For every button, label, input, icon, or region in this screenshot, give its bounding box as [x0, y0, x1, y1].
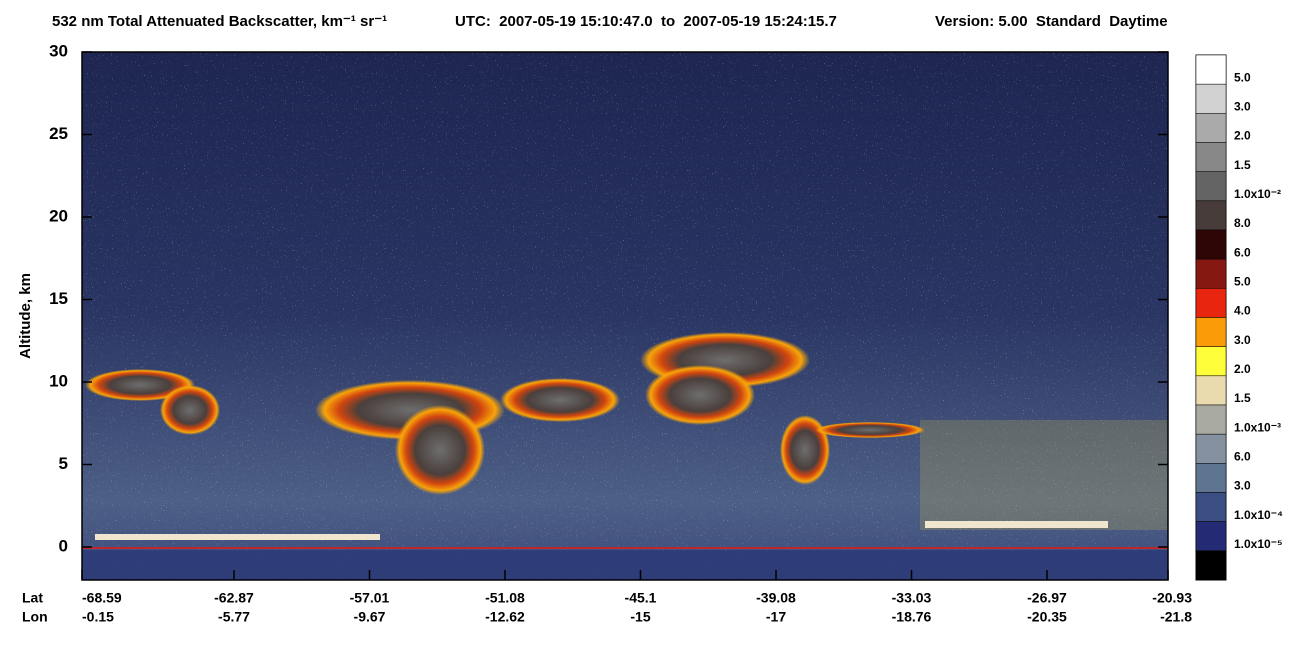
cloud [395, 405, 485, 495]
cloud [645, 365, 755, 425]
colorbar-swatch [1195, 492, 1227, 522]
chart-title: 532 nm Total Attenuated Backscatter, km⁻… [52, 13, 387, 30]
cloud [500, 378, 620, 422]
version: Version: 5.00 Standard Daytime [935, 13, 1168, 30]
colorbar-label: 3.0 [1234, 100, 1251, 114]
colorbar-label: 8.0 [1234, 216, 1251, 230]
colorbar-swatch [1195, 317, 1227, 347]
colorbar-label: 1.0x10⁻² [1234, 187, 1281, 201]
low-cloud [925, 521, 1108, 528]
colorbar-label: 1.0x10⁻⁵ [1234, 537, 1283, 551]
colorbar-swatch [1195, 258, 1227, 289]
lat-label: -68.59 [82, 590, 122, 606]
colorbar-label: 4.0 [1234, 304, 1251, 318]
colorbar-swatch [1195, 200, 1227, 231]
lat-label: -62.87 [214, 590, 254, 606]
colorbar-swatch [1195, 288, 1227, 318]
cloud [160, 385, 220, 435]
colorbar-swatch [1195, 433, 1227, 464]
y-tick-label: 30 [49, 41, 68, 60]
plot-area [81, 51, 1169, 581]
lon-label: -12.62 [485, 609, 525, 625]
cloud [780, 415, 830, 485]
colorbar-swatch [1195, 404, 1227, 435]
lon-label: -15 [630, 609, 650, 625]
y-tick-label: 0 [59, 536, 68, 555]
colorbar-label: 3.0 [1234, 333, 1251, 347]
y-tick-label: 15 [49, 289, 68, 308]
colorbar-swatch [1195, 229, 1227, 260]
colorbar-label: 6.0 [1234, 245, 1251, 259]
subsurface [82, 550, 1168, 580]
lat-label: -20.93 [1152, 590, 1192, 606]
lon-label: -21.8 [1160, 609, 1192, 625]
y-tick-label: 25 [49, 124, 68, 143]
colorbar-label: 1.0x10⁻³ [1234, 420, 1281, 434]
low-cloud [95, 534, 380, 540]
plot-frame [81, 51, 1169, 581]
colorbar-label: 3.0 [1234, 479, 1251, 493]
aerosol [920, 420, 1168, 530]
colorbar-label: 2.0 [1234, 362, 1251, 376]
lat-label: -57.01 [350, 590, 390, 606]
colorbar-label: 1.5 [1234, 391, 1251, 405]
lat-label: -45.1 [625, 590, 657, 606]
colorbar-swatch [1195, 113, 1227, 143]
x-row-label: Lon [22, 609, 48, 625]
colorbar-swatch [1195, 171, 1227, 202]
colorbar-label: 1.5 [1234, 158, 1251, 172]
colorbar-label: 2.0 [1234, 129, 1251, 143]
y-tick-label: 10 [49, 371, 68, 390]
colorbar-swatch [1195, 346, 1227, 377]
cloud [85, 369, 195, 401]
colorbar-label: 5.0 [1234, 275, 1251, 289]
lat-label: -26.97 [1027, 590, 1067, 606]
time-range: UTC: 2007-05-19 15:10:47.0 to 2007-05-19… [455, 13, 837, 30]
colorbar-label: 1.0x10⁻⁴ [1234, 508, 1283, 522]
colorbar-swatch [1195, 83, 1227, 114]
colorbar-label: 6.0 [1234, 450, 1251, 464]
cloud [815, 422, 925, 438]
y-tick-label: 20 [49, 206, 68, 225]
colorbar-swatch [1195, 521, 1227, 552]
colorbar-swatch [1195, 463, 1227, 493]
lon-label: -9.67 [354, 609, 386, 625]
lat-label: -33.03 [892, 590, 932, 606]
colorbar-swatch [1195, 375, 1227, 406]
x-row-label: Lat [22, 590, 43, 606]
noise [82, 52, 1168, 580]
colorbar-label: 5.0 [1234, 70, 1251, 84]
lon-label: -0.15 [82, 609, 114, 625]
y-tick-label: 5 [59, 454, 68, 473]
lon-label: -17 [766, 609, 786, 625]
lat-label: -51.08 [485, 590, 525, 606]
lon-label: -20.35 [1027, 609, 1067, 625]
lon-label: -18.76 [892, 609, 932, 625]
y-axis-label: Altitude, km [17, 273, 34, 359]
colorbar-swatch [1195, 142, 1227, 172]
colorbar-swatch [1195, 550, 1227, 581]
lon-label: -5.77 [218, 609, 250, 625]
colorbar-swatch [1195, 54, 1227, 85]
lat-label: -39.08 [756, 590, 796, 606]
